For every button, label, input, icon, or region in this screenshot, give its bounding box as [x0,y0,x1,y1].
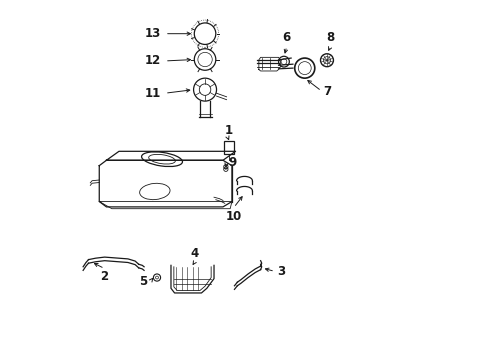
Text: 8: 8 [326,31,334,44]
Text: 5: 5 [139,275,147,288]
Text: 6: 6 [282,31,290,44]
Bar [223,140,234,154]
Text: 9: 9 [228,156,236,169]
Text: 4: 4 [190,247,199,260]
Text: 10: 10 [225,211,242,224]
Text: 11: 11 [145,87,161,100]
Text: 1: 1 [224,124,232,137]
Text: 3: 3 [276,265,285,278]
Text: 12: 12 [145,54,161,67]
Text: 7: 7 [323,85,331,98]
Text: 13: 13 [145,27,161,40]
Text: 2: 2 [101,270,108,283]
